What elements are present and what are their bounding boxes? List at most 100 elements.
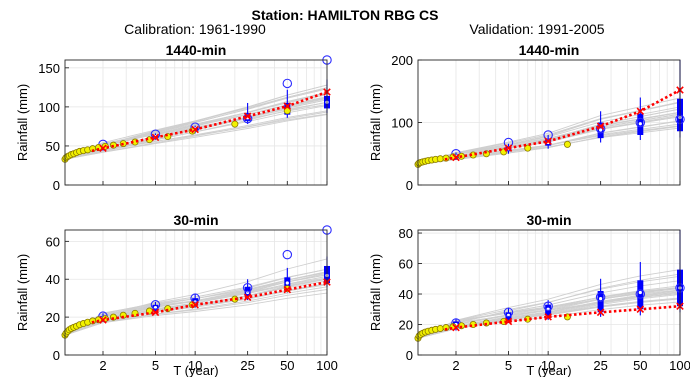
y-tick-label: 150 xyxy=(38,61,60,76)
x-axis-label: T (year) xyxy=(526,363,571,377)
axes-frame xyxy=(64,59,328,186)
x-axis-label: T (year) xyxy=(173,363,218,377)
mean-marker xyxy=(190,293,200,303)
observed-point xyxy=(524,144,532,152)
mean-marker xyxy=(503,307,514,318)
median-dot xyxy=(638,122,642,126)
fit-cross xyxy=(243,293,252,302)
fit-cross xyxy=(452,323,460,332)
y-tick-label: 0 xyxy=(53,348,60,363)
y-tick-label: 100 xyxy=(38,100,60,115)
observed-point xyxy=(442,324,450,332)
y-tick-label: 100 xyxy=(391,116,413,131)
y-tick-label: 80 xyxy=(399,226,413,241)
mean-marker xyxy=(503,137,514,148)
fit-cross xyxy=(636,305,645,314)
ensemble-curve xyxy=(64,111,328,160)
x-tick-label: 25 xyxy=(240,358,254,373)
mean-marker xyxy=(242,283,253,293)
y-tick-label: 200 xyxy=(391,53,413,68)
fit-cross xyxy=(283,285,292,294)
x-tick-label: 50 xyxy=(280,358,294,373)
fit-cross xyxy=(452,153,460,162)
fit-cross xyxy=(243,112,252,121)
x-tick-label: 10 xyxy=(541,358,555,373)
y-tick-label: 50 xyxy=(46,139,60,154)
mean-marker xyxy=(543,130,553,140)
x-tick-label: 2 xyxy=(99,358,106,373)
y-tick-label: 60 xyxy=(46,234,60,249)
mean-marker xyxy=(282,249,293,260)
x-tick-label: 25 xyxy=(593,358,607,373)
axes-frame xyxy=(64,229,328,356)
mean-marker xyxy=(242,113,253,124)
x-tick-label: 5 xyxy=(505,358,512,373)
median-dot xyxy=(285,281,289,285)
observed-point xyxy=(231,120,239,128)
observed-point xyxy=(563,140,571,148)
observed-point xyxy=(283,107,291,115)
x-tick-label: 10 xyxy=(188,358,202,373)
panel-title: 1440-min xyxy=(166,42,227,58)
median-dot xyxy=(599,296,603,301)
fit-cross xyxy=(99,316,107,324)
fit-cross xyxy=(636,107,645,116)
left-column-label: Calibration: 1961-1990 xyxy=(124,21,266,37)
y-axis-label: Rainfall (mm) xyxy=(15,84,30,161)
right-column-label: Validation: 1991-2005 xyxy=(469,21,604,37)
mean-marker xyxy=(595,292,606,302)
y-tick-label: 0 xyxy=(53,178,60,193)
fit-cross xyxy=(544,313,552,321)
observed-point xyxy=(436,324,444,332)
panel-title: 30-min xyxy=(173,212,218,228)
y-axis-label: Rainfall (mm) xyxy=(15,254,30,331)
fit-cross xyxy=(504,317,513,326)
mean-marker xyxy=(282,78,293,89)
fit-cross xyxy=(191,125,199,134)
x-tick-label: 50 xyxy=(633,358,647,373)
fit-cross xyxy=(151,133,160,142)
y-tick-label: 40 xyxy=(399,287,413,302)
x-tick-label: 5 xyxy=(152,358,159,373)
median-dot xyxy=(638,290,642,295)
mean-marker xyxy=(595,124,606,134)
mean-marker xyxy=(635,289,646,299)
mean-marker xyxy=(543,301,553,311)
axes-frame xyxy=(417,229,681,356)
panel-title: 30-min xyxy=(526,212,571,228)
panel-val-1440: 0 100 200 1440-min Rainfall (mm) xyxy=(368,42,685,193)
fit-cross xyxy=(283,102,292,110)
ensemble-curve xyxy=(64,289,328,336)
y-axis-label: Rainfall (mm) xyxy=(368,254,383,331)
x-tick-label: 2 xyxy=(452,358,459,373)
panel-title: 1440-min xyxy=(519,42,580,58)
x-tick-label: 100 xyxy=(316,358,338,373)
y-tick-label: 60 xyxy=(399,257,413,272)
median-dot xyxy=(599,128,603,132)
y-tick-label: 20 xyxy=(46,310,60,325)
y-tick-label: 40 xyxy=(46,272,60,287)
fit-cross xyxy=(596,122,605,131)
y-axis-label: Rainfall (mm) xyxy=(368,84,383,161)
x-tick-label: 100 xyxy=(669,358,690,373)
iqr-box xyxy=(637,280,644,310)
fit-cross xyxy=(99,144,107,153)
fit-cross xyxy=(544,137,552,146)
mean-marker xyxy=(635,117,646,128)
mean-marker xyxy=(150,300,161,310)
plot-area xyxy=(65,230,327,355)
y-tick-label: 20 xyxy=(399,318,413,333)
observed-point xyxy=(436,155,444,163)
fit-cross xyxy=(151,308,160,317)
fit-cross xyxy=(504,144,513,152)
figure-title: Station: HAMILTON RBG CS xyxy=(252,7,439,23)
fit-cross xyxy=(596,308,605,317)
fit-cross xyxy=(191,301,199,309)
y-tick-label: 0 xyxy=(406,178,413,193)
y-tick-label: 0 xyxy=(406,348,413,363)
panel-cal-1440: 0 50 100 150 1440-min Rainfall (mm) xyxy=(15,42,332,193)
